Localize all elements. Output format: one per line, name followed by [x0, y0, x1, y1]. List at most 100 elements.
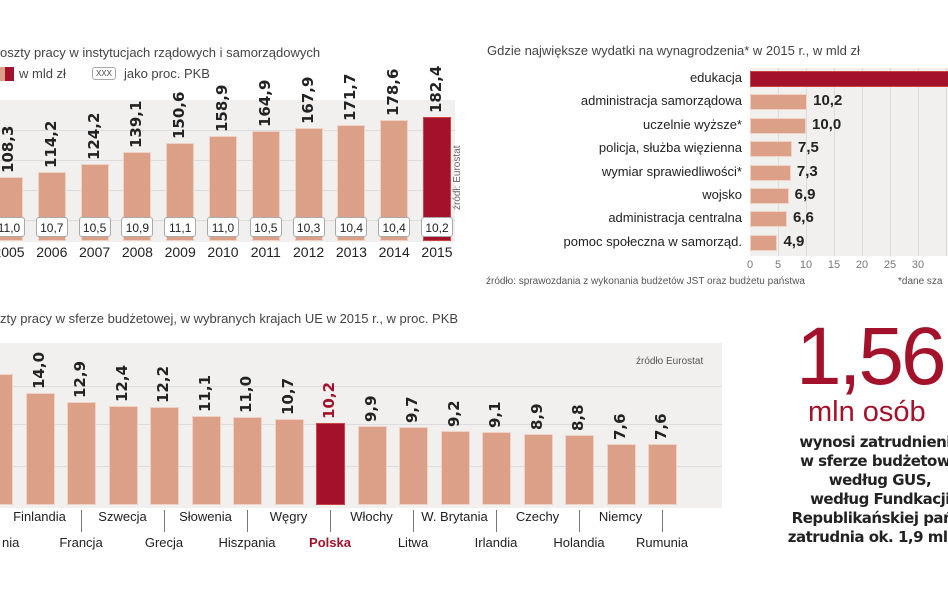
value-label: 7,6 — [652, 413, 670, 441]
pkb-label: 10,3 — [292, 217, 325, 237]
value-label: 14,0 — [29, 351, 48, 389]
bar-5 — [750, 188, 789, 204]
country-label: Finlandia — [13, 509, 66, 524]
value-label: 7,6 — [610, 413, 629, 441]
value-label: 8,8 — [569, 404, 587, 431]
country-label: Węgry — [269, 509, 308, 524]
value-label: 10,2 — [813, 92, 843, 110]
value-label: 10,0 — [812, 115, 842, 133]
label-connector — [413, 510, 414, 532]
callout-line: wynosi zatrudnienie — [799, 433, 948, 451]
value-label: 10,2 — [320, 382, 338, 420]
label-connector — [579, 510, 580, 532]
country-label: Czechy — [515, 509, 560, 524]
pkb-label: 11,1 — [164, 217, 197, 237]
value-label: 150,6 — [170, 91, 189, 139]
chart3-title: zty pracy w sferze budżetowej, w wybrany… — [0, 311, 459, 326]
value-label: 12,2 — [154, 366, 172, 404]
x-tick: 0 — [746, 259, 754, 271]
pkb-label: 10,5 — [249, 217, 282, 237]
pkb-label: 10,5 — [78, 217, 111, 237]
value-label: 9,9 — [361, 395, 380, 422]
bar-0 — [0, 373, 13, 505]
year-label: 2008 — [121, 244, 153, 260]
country-label: W. Brytania — [421, 509, 488, 524]
callout-number: 1,56 — [796, 311, 947, 402]
gridline — [0, 386, 722, 387]
value-label: 182,4 — [427, 65, 445, 113]
value-label: 171,7 — [341, 73, 360, 122]
gridline — [890, 68, 891, 256]
country-label: Irlandia — [474, 535, 518, 550]
category-label: administracja samorządowa — [580, 93, 742, 109]
value-label: 8,9 — [527, 403, 546, 430]
gridline — [918, 68, 919, 256]
bar-12 — [482, 432, 511, 505]
gridline — [834, 68, 835, 256]
bar-9 — [357, 425, 387, 505]
country-label: Francja — [59, 535, 103, 550]
chart1-legend: w mld zł XXX jako proc. PKB — [0, 66, 210, 81]
bar-6 — [750, 211, 787, 228]
value-label: 9,1 — [486, 401, 504, 429]
value-label: 12,4 — [112, 364, 131, 402]
label-connector — [81, 510, 82, 532]
chart1-source: źródł: Eurostat — [452, 145, 463, 210]
callout-text: wynosi zatrudnienie w sferze budżetowe w… — [760, 433, 948, 547]
value-label: 11,0 — [237, 375, 255, 413]
country-label: Rumunia — [635, 535, 689, 550]
legend-label-mld: w mld zł — [19, 66, 66, 81]
bar-5 — [191, 416, 221, 505]
value-label: 124,2 — [84, 112, 103, 160]
bar-8 — [316, 423, 345, 505]
callout-unit: mln osób — [808, 396, 926, 428]
bar-1 — [750, 94, 808, 111]
value-label: 114,2 — [41, 120, 60, 168]
value-label: 178,6 — [384, 68, 403, 116]
label-connector — [247, 510, 248, 532]
country-label: Grecja — [144, 535, 184, 550]
pkb-label: 10,4 — [378, 217, 411, 237]
bar-10 — [399, 427, 428, 505]
category-label: pomoc społeczna w samorząd. — [563, 233, 742, 249]
legend-swatch-highlight — [5, 66, 14, 81]
value-label: 11,1 — [195, 375, 214, 413]
bar-16 — [648, 444, 677, 505]
pkb-label: 11,0 — [0, 217, 25, 237]
callout-line: zatrudnia ok. 1,9 mln o — [787, 528, 948, 546]
callout-line: Republikańskiej państ — [791, 509, 948, 527]
country-label: Słowenia — [179, 509, 232, 524]
chart2-source: źródło: sprawozdania z wykonania budżetó… — [486, 276, 805, 287]
bar-4 — [150, 407, 179, 505]
value-label: 164,9 — [255, 79, 274, 127]
bar-2 — [750, 117, 806, 134]
category-label: uczelnie wyższe* — [643, 116, 742, 132]
callout-line: według Fundkacji — [810, 490, 948, 508]
label-connector — [330, 510, 331, 532]
value-label: 9,7 — [403, 396, 421, 424]
category-label: wymiar sprawiedliwości* — [601, 163, 742, 179]
value-label: 6,9 — [794, 186, 816, 203]
country-label: Litwa — [397, 535, 429, 550]
x-tick: 30 — [911, 259, 925, 271]
callout-line: według GUS, — [828, 471, 932, 489]
year-label: 2006 — [36, 244, 68, 260]
bar-1 — [25, 393, 55, 505]
year-label: 2005 — [0, 244, 25, 260]
value-label: 139,1 — [127, 100, 146, 148]
year-label: 2015 — [421, 244, 453, 260]
bar-0 — [750, 71, 948, 87]
x-tick: 5 — [774, 259, 782, 271]
gridline — [862, 68, 863, 256]
gridline — [0, 130, 455, 131]
year-label: 2013 — [335, 244, 367, 260]
pkb-label: 10,9 — [121, 217, 154, 237]
legend-swatch-bar — [0, 66, 5, 81]
gridline — [778, 68, 779, 256]
year-label: 2012 — [293, 244, 325, 260]
bar-15 — [606, 444, 636, 505]
value-label: 4,9 — [783, 232, 805, 250]
pkb-label: 11,0 — [207, 217, 239, 237]
gridline — [806, 68, 807, 256]
chart2-title: Gdzie największe wydatki na wynagrodzeni… — [487, 43, 860, 58]
